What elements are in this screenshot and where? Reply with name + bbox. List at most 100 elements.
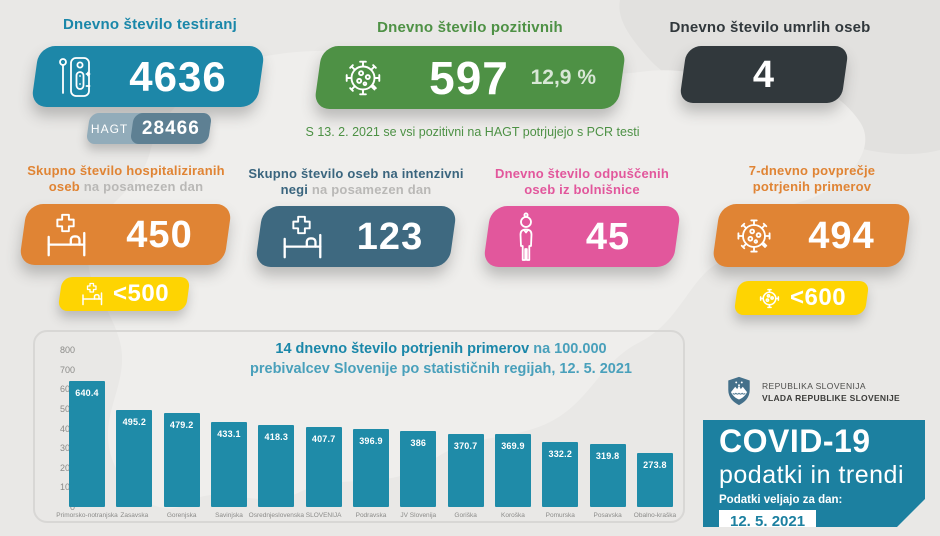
bar-value: 495.2 <box>122 416 147 427</box>
covid-card-title: COVID-19 <box>719 423 871 459</box>
y-tick-500: 500 <box>59 403 75 414</box>
bar: 319.8 <box>589 444 626 507</box>
gov-name: REPUBLIKA SLOVENIJA VLADA REPUBLIKE SLOV… <box>762 381 900 403</box>
positive-percent: 12,9 % <box>530 65 596 89</box>
bar-label: Podravska <box>355 512 387 519</box>
bar-label: Obalno-kraška <box>633 512 677 519</box>
coat-of-arms-icon <box>728 376 750 406</box>
avg7-threshold-value: <600 <box>789 284 847 311</box>
bar-label: Goriška <box>454 512 477 519</box>
gov-name-line1: REPUBLIKA SLOVENIJA <box>762 381 866 391</box>
avg7-card: 494 <box>711 204 912 267</box>
bar: 396.9 <box>352 429 389 507</box>
gov-name-line2: VLADA REPUBLIKE SLOVENIJE <box>762 393 901 403</box>
avg7-threshold-badge: <600 <box>733 281 870 315</box>
date-label: Podatki veljajo za dan: <box>719 494 843 507</box>
hagt-value: 28466 <box>142 117 200 139</box>
hospital-bed-icon <box>283 215 322 258</box>
test-kit-icon <box>59 56 91 97</box>
bar-col-4: 418.3 Osrednjeslovenska <box>249 350 304 519</box>
bar-value: 640.4 <box>75 388 99 399</box>
bar-col-8: 370.7 Goriška <box>447 350 484 519</box>
hospitalized-title-line2-bold: oseb <box>48 179 80 195</box>
positive-value: 597 <box>429 51 509 104</box>
hospitalized-value: 450 <box>126 213 193 256</box>
icu-card: 123 <box>254 206 458 267</box>
bar: 640.4 <box>69 381 105 507</box>
discharged-title: Dnevno število odpuščenih oseb iz bolniš… <box>482 166 682 199</box>
testing-title: Dnevno število testiranj <box>62 16 237 33</box>
deaths-value: 4 <box>752 53 776 96</box>
hospital-bed-icon <box>47 213 86 256</box>
bar-value: 370.7 <box>453 441 478 452</box>
hospitalized-title-line2-gray: na posamezen dan <box>79 179 204 195</box>
bar-col-1: 495.2 Zasavska <box>116 350 153 519</box>
hagt-badge: HAGT 28466 <box>85 113 213 144</box>
bar-col-2: 479.2 Gorenjska <box>163 350 200 519</box>
bar: 369.9 <box>494 434 531 507</box>
chart-title-bold: 14 dnevno število potrjenih primerov <box>275 341 530 357</box>
bar-label: Posavska <box>593 512 622 519</box>
bar-col-12: 273.8 Obalno-kraška <box>634 350 676 519</box>
testing-value: 4636 <box>129 52 227 100</box>
bar-label: Koroška <box>501 512 525 519</box>
hospitalized-title: Skupno število hospitaliziranih oseb na … <box>15 163 237 196</box>
hospitalized-title-line1: Skupno število hospitaliziranih <box>27 163 225 178</box>
covid-info-card: COVID-19 podatki in trendi Podatki velja… <box>703 420 925 527</box>
bar-col-3: 433.1 Savinjska <box>210 350 247 519</box>
bar-col-5: 407.7 SLOVENIJA <box>305 350 342 519</box>
bar-value: 407.7 <box>311 434 336 444</box>
bar-label: Osrednjeslovenska <box>248 512 304 519</box>
hospitalized-threshold-value: <500 <box>112 280 170 307</box>
bar: 433.1 <box>210 422 247 507</box>
y-tick-600: 600 <box>59 384 75 395</box>
pcr-note: S 13. 2. 2021 se vsi pozitivni na HAGT p… <box>305 125 640 139</box>
bar-label: Gorenjska <box>166 512 197 519</box>
icu-title: Skupno število oseb na intenzivni negi n… <box>246 166 466 199</box>
bar: 495.2 <box>116 409 153 507</box>
y-tick-100: 100 <box>59 482 75 493</box>
virus-icon <box>737 219 771 252</box>
y-tick-400: 400 <box>59 423 75 434</box>
y-tick-700: 700 <box>59 364 75 375</box>
hagt-label: HAGT <box>91 121 129 136</box>
bar-value: 332.2 <box>548 448 573 459</box>
bar: 332.2 <box>542 441 579 507</box>
discharged-card: 45 <box>482 206 682 267</box>
hospitalized-card: 450 <box>18 204 233 265</box>
bar: 407.7 <box>305 427 342 507</box>
bar: 273.8 <box>636 453 673 507</box>
chart-title-line2: prebivalcev Slovenije po statističnih re… <box>250 361 632 378</box>
chart-panel: 14 dnevno število potrjenih primerov na … <box>33 330 685 523</box>
bar-value: 433.1 <box>217 429 241 439</box>
bar: 418.3 <box>258 424 295 507</box>
positive-card: 597 12,9 % <box>313 46 627 109</box>
icu-title-line1: Skupno število oseb na intenzivni <box>248 166 464 181</box>
bar-label: SLOVENIJA <box>305 512 342 519</box>
bar-col-0: 640.4 Primorsko-notranjska <box>56 350 118 519</box>
bar-col-6: 396.9 Podravska <box>352 350 389 519</box>
avg7-value: 494 <box>808 214 875 257</box>
bar-col-11: 319.8 Posavska <box>589 350 626 519</box>
bar-col-9: 369.9 Koroška <box>494 350 531 519</box>
covid-card-subtitle: podatki in trendi <box>719 460 905 489</box>
bar-value: 396.9 <box>359 436 383 447</box>
virus-icon <box>759 288 780 308</box>
virus-icon <box>345 60 381 95</box>
bar-label: Zasavska <box>120 512 149 519</box>
avg7-title-line2: potrjenih primerov <box>752 179 872 195</box>
hospitalized-threshold-badge: <500 <box>57 277 191 311</box>
chart-title: 14 dnevno število potrjenih primerov na … <box>205 339 677 380</box>
testing-card: 4636 <box>30 46 266 107</box>
y-tick-300: 300 <box>59 443 75 454</box>
person-icon <box>519 211 533 261</box>
chart-title-rest: na 100.000 <box>529 341 607 357</box>
bar-series: 640.4 Primorsko-notranjska 495.2 Zasavska 47… <box>56 350 676 519</box>
bar-label: Savinjska <box>215 512 243 519</box>
avg7-title: 7-dnevno povprečje potrjenih primerov <box>712 163 912 196</box>
bar: 370.7 <box>447 434 484 507</box>
bar-col-7: 386 JV Slovenija <box>400 350 437 519</box>
icu-title-line2-gray: na posamezen dan <box>308 182 432 198</box>
bar-col-10: 332.2 Pomurska <box>542 350 579 519</box>
